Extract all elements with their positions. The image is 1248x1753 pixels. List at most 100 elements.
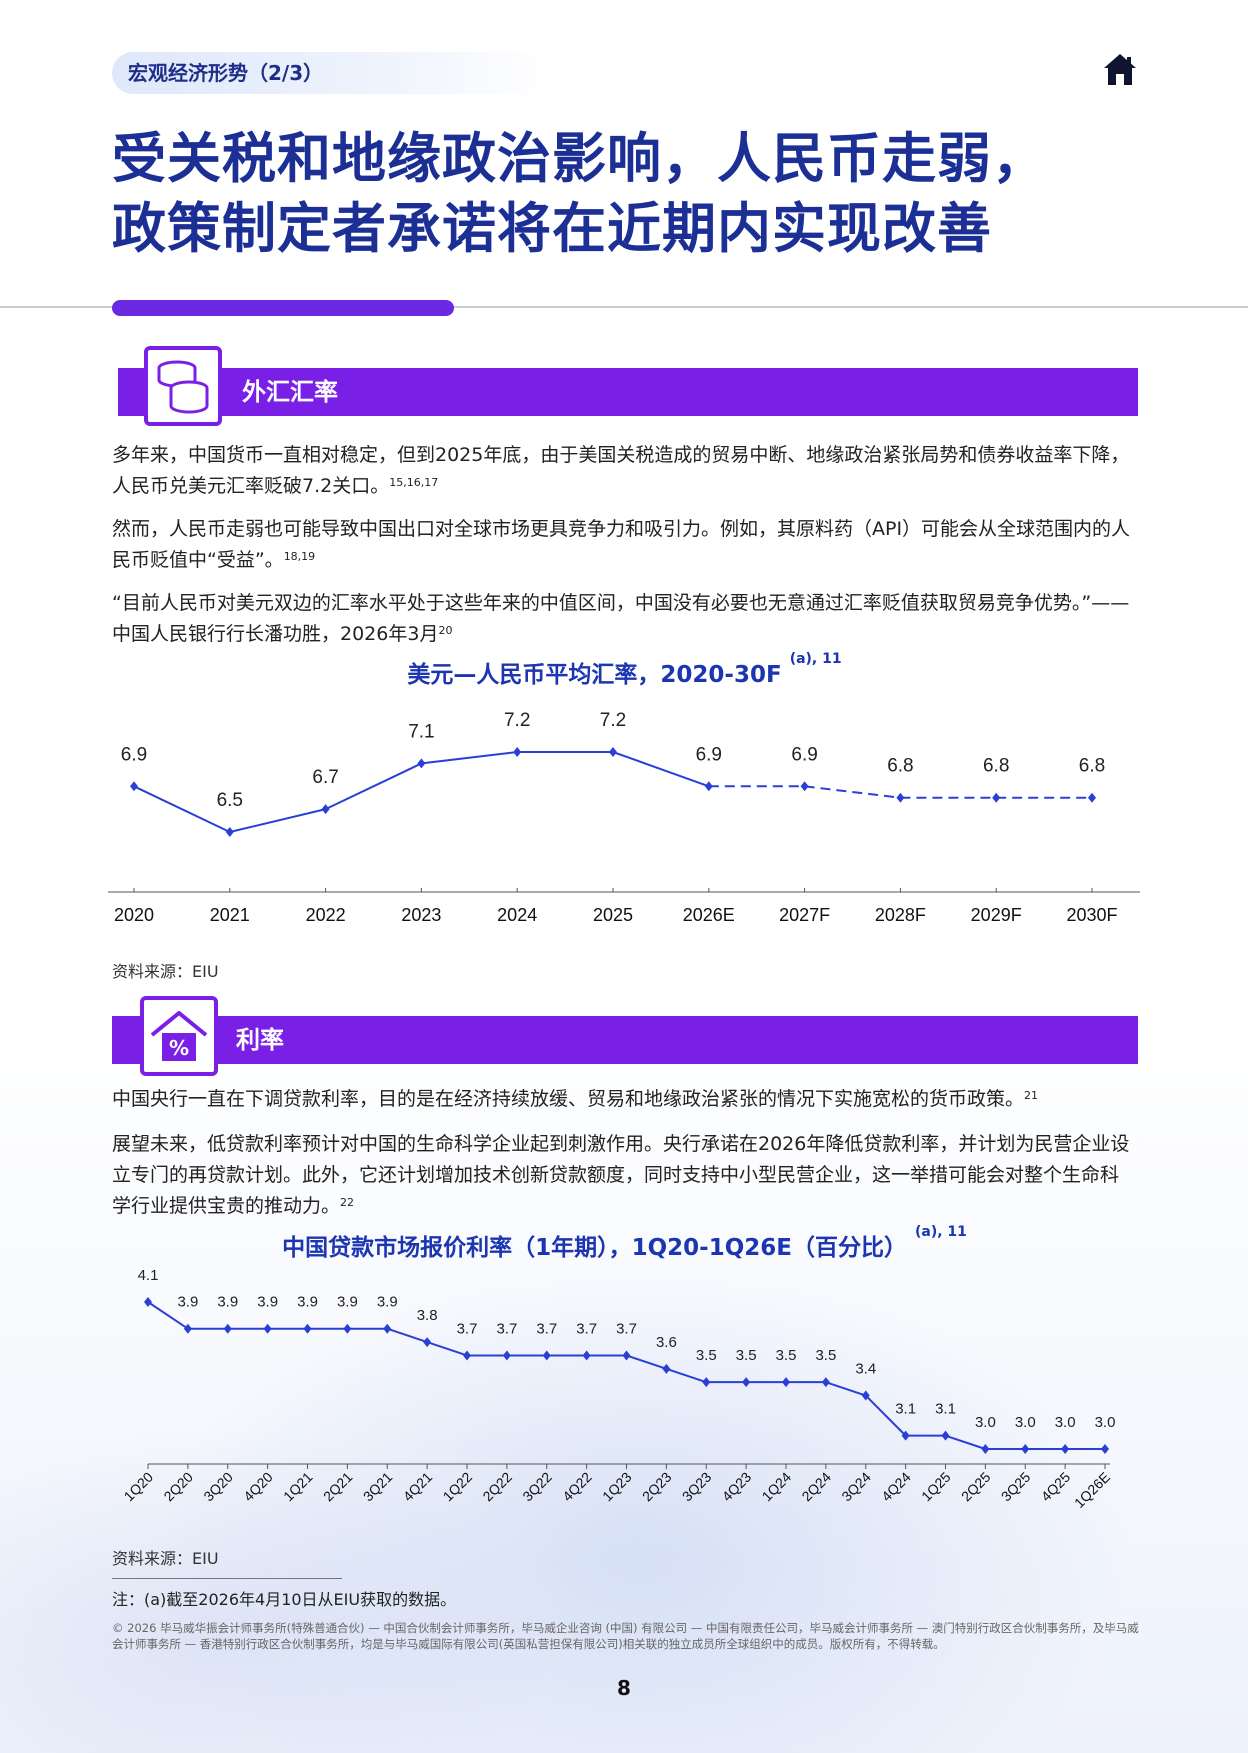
forecast-line-segment [804, 785, 901, 799]
x-tick-label: 2023 [401, 905, 441, 925]
data-point [1061, 1444, 1070, 1454]
data-label: 3.7 [576, 1320, 597, 1337]
line-segment [945, 1434, 986, 1450]
footnote-ref: 20 [438, 624, 453, 637]
data-label: 3.9 [177, 1294, 198, 1311]
line-segment [386, 1327, 428, 1344]
x-tick-label: 2029F [971, 905, 1022, 925]
line-segment [325, 762, 422, 811]
data-point [513, 747, 522, 757]
x-tick-label: 1Q24 [759, 1469, 795, 1505]
data-point [463, 1350, 471, 1361]
fx-quote: “目前人民币对美元双边的汇率水平处于这些年来的中值区间，中国没有必要也无意通过汇… [112, 592, 1130, 645]
x-tick-label: 2021 [210, 905, 250, 925]
data-label: 3.0 [975, 1414, 996, 1431]
line-segment [229, 808, 326, 833]
breadcrumb[interactable]: 宏观经济形势（2/3） [112, 52, 552, 94]
footnote: 注：(a)截至2026年4月10日从EIU获取的数据。 [112, 1590, 457, 1609]
data-label: 3.5 [776, 1347, 797, 1364]
data-label: 3.8 [417, 1307, 438, 1324]
x-tick-label: 2022 [306, 905, 346, 925]
x-tick-label: 4Q20 [240, 1469, 276, 1505]
data-label: 3.1 [895, 1401, 916, 1418]
x-tick-label: 4Q22 [559, 1469, 595, 1505]
data-point [417, 758, 426, 769]
data-point [992, 792, 1001, 803]
page-title: 受关税和地缘政治影响，人民币走弱， 政策制定者承诺将在近期内实现改善 [112, 124, 1132, 264]
line-segment [626, 1354, 667, 1370]
data-point [502, 1350, 511, 1361]
x-tick-label: 1Q22 [440, 1469, 476, 1505]
data-point [861, 1390, 870, 1401]
data-label: 3.9 [337, 1294, 358, 1311]
x-tick-label: 4Q23 [719, 1469, 755, 1505]
page-title-line-2: 政策制定者承诺将在近期内实现改善 [112, 197, 992, 260]
background-wash [0, 1000, 1248, 1753]
house-percent-icon: % [140, 996, 218, 1076]
data-point [183, 1323, 192, 1334]
data-label: 6.8 [1079, 756, 1105, 777]
footnote-ref: 18,19 [283, 550, 316, 563]
x-tick-label: 2025 [593, 905, 633, 925]
rates-paragraph-1: 中国央行一直在下调贷款利率，目的是在经济持续放缓、贸易和地缘政治紧张的情况下实施… [112, 1088, 1039, 1110]
x-tick-label: 3Q24 [838, 1469, 874, 1505]
x-tick-label: 2020 [114, 905, 154, 925]
x-tick-label: 2Q22 [479, 1469, 515, 1505]
rates-paragraph-2: 展望未来，低贷款利率预计对中国的生命科学企业起到刺激作用。央行承诺在2026年降… [112, 1133, 1130, 1217]
page-number: 8 [617, 1676, 631, 1700]
data-label: 7.1 [408, 721, 434, 742]
footnote-divider [112, 1578, 342, 1579]
data-label: 3.1 [935, 1401, 956, 1418]
data-point [582, 1350, 591, 1361]
data-point [782, 1377, 790, 1388]
data-point [542, 1350, 551, 1361]
fx-paragraph-2: 然而，人民币走弱也可能导致中国出口对全球市场更具竞争力和吸引力。例如，其原料药（… [112, 518, 1131, 571]
data-point [383, 1323, 392, 1334]
data-point [821, 1377, 830, 1388]
x-tick-label: 3Q25 [998, 1469, 1034, 1505]
data-point [263, 1323, 272, 1334]
x-tick-label: 3Q21 [360, 1469, 396, 1505]
data-point [609, 747, 617, 757]
data-label: 6.7 [312, 767, 338, 788]
data-label: 3.0 [1095, 1414, 1116, 1431]
data-label: 3.5 [696, 1347, 717, 1364]
data-point [941, 1430, 950, 1441]
data-label: 6.9 [791, 744, 817, 765]
data-label: 3.9 [257, 1294, 278, 1311]
data-label: 6.8 [887, 756, 913, 777]
footnote-ref: 21 [1024, 1089, 1039, 1102]
data-label: 3.9 [217, 1294, 238, 1311]
data-label: 3.9 [377, 1294, 398, 1311]
legal-notice: © 2026 毕马威华振会计师事务所(特殊普通合伙) — 中国合伙制会计师事务所… [112, 1621, 1139, 1651]
x-tick-label: 2028F [875, 905, 926, 925]
x-tick-label: 2Q25 [958, 1469, 994, 1505]
fx-paragraph-1: 多年来，中国货币一直相对稳定，但到2025年底，由于美国关税造成的贸易中断、地缘… [112, 444, 1130, 497]
data-point [662, 1363, 671, 1374]
home-icon[interactable] [1100, 50, 1140, 90]
x-tick-label: 1Q23 [599, 1469, 635, 1505]
data-point [1088, 792, 1096, 803]
rates-source: 资料来源：EIU [112, 1549, 219, 1568]
data-point [303, 1323, 312, 1334]
x-tick-label: 1Q26E [1071, 1469, 1113, 1511]
line-segment [426, 1341, 468, 1357]
data-point [225, 827, 234, 837]
rates-chart-title: 中国贷款市场报价利率（1年期），1Q20-1Q26E（百分比） (a), 11 [282, 1224, 967, 1261]
x-tick-label: 2027F [779, 905, 830, 925]
data-point [901, 1430, 910, 1441]
data-point [343, 1323, 352, 1334]
data-point [130, 781, 138, 792]
footnote-ref: 22 [340, 1196, 355, 1209]
header-divider [0, 306, 1248, 308]
data-point [144, 1297, 152, 1307]
accent-bar [112, 300, 454, 316]
data-label: 6.5 [217, 790, 243, 811]
data-label: 3.4 [855, 1361, 876, 1378]
svg-text:%: % [169, 1036, 189, 1060]
data-label: 3.5 [815, 1347, 836, 1364]
data-label: 3.7 [616, 1320, 637, 1337]
data-point [321, 804, 330, 815]
x-tick-label: 2026E [683, 905, 735, 925]
x-tick-label: 4Q21 [400, 1469, 436, 1505]
